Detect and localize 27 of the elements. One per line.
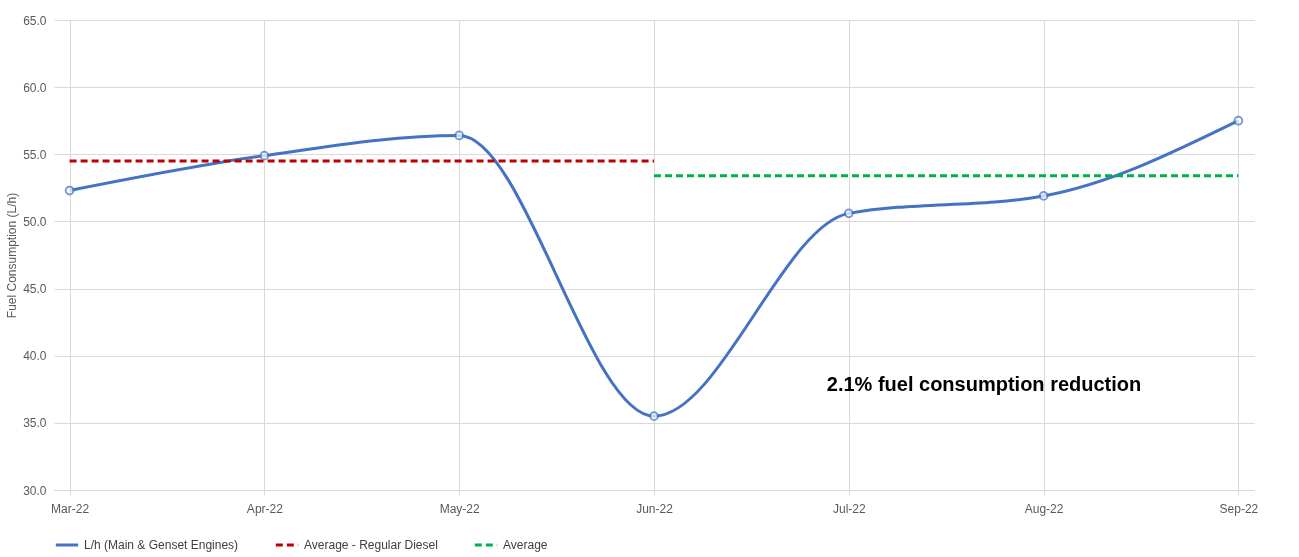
point [1233, 115, 1244, 126]
y-tick-label: 40.0 [23, 349, 47, 364]
annotation: 2.1% fuel consumption reduction [826, 373, 1142, 395]
x-tick-label: Apr-22 [246, 501, 284, 516]
legend-label: Average - Regular Diesel [304, 538, 438, 552]
x-tick-label: May-22 [439, 501, 481, 516]
y-tick-label: 35.0 [23, 416, 47, 431]
x-tick-label: Mar-22 [51, 501, 90, 516]
point [649, 411, 659, 422]
x-tick-label: Sep-22 [1219, 501, 1259, 516]
point [1038, 191, 1049, 201]
x-tick-label: Jul-22 [832, 501, 866, 516]
point [454, 130, 465, 141]
y-axis-title: Fuel Consumption (L/h) [5, 192, 20, 319]
point [843, 208, 854, 219]
y-tick-label: 50.0 [23, 214, 47, 229]
y-tick-label: 60.0 [23, 80, 47, 95]
x-tick-label: Jun-22 [636, 501, 674, 516]
y-tick-label: 65.0 [23, 13, 47, 28]
x-tick-label: Aug-22 [1024, 501, 1064, 516]
legend-label: Average [503, 538, 548, 552]
point [64, 185, 75, 196]
legend-label: L/h (Main & Genset Engines) [84, 538, 239, 552]
y-tick-label: 55.0 [23, 147, 47, 162]
y-tick-label: 30.0 [23, 483, 47, 498]
point [259, 150, 270, 161]
y-tick-label: 45.0 [23, 282, 47, 297]
